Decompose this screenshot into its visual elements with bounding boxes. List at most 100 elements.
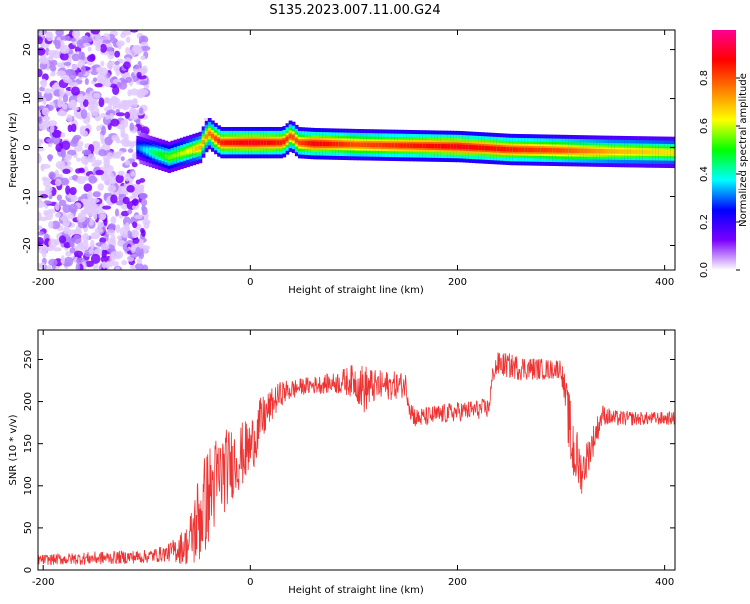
spectrogram-noise-cell xyxy=(92,77,98,82)
spectrogram-noise-cell xyxy=(84,78,89,86)
spectrogram-ridge-cell xyxy=(347,142,352,147)
spectrogram-noise-cell xyxy=(96,66,103,74)
spectrogram-noise-cell xyxy=(130,88,139,96)
spectrogram-ridge-cell xyxy=(571,148,576,153)
spectrogram-ridge-cell xyxy=(493,146,498,151)
spectrogram-noise-cell xyxy=(122,230,128,239)
spectrogram-noise-cell xyxy=(56,194,63,201)
spectrogram-ridge-cell xyxy=(183,150,187,155)
spectrogram-ridge-cell xyxy=(431,143,436,149)
spectrogram-noise-cell xyxy=(136,71,142,78)
spectrogram-noise-cell xyxy=(57,98,63,108)
spectrogram-ridge-cell xyxy=(549,148,554,153)
spectrogram-noise-cell xyxy=(107,223,116,231)
spectrogram-ridge-cell xyxy=(462,144,467,150)
spectrogram-ridge-cell xyxy=(291,135,296,140)
spectrogram-ridge-cell xyxy=(164,154,169,159)
spectrogram-noise-cell xyxy=(39,216,48,222)
spectrogram-ridge-cell xyxy=(307,141,312,146)
spectrogram-noise-cell xyxy=(92,262,99,270)
spectrogram-noise-cell xyxy=(77,242,84,251)
spectrogram-ridge-cell xyxy=(360,142,364,147)
spectrogram-noise-cell xyxy=(38,36,43,45)
spectrogram-ridge-cell xyxy=(565,148,569,153)
spectrogram-noise-cell xyxy=(54,169,59,178)
spectrogram-ridge-cell xyxy=(521,147,526,152)
spectrogram-noise-cell xyxy=(82,240,89,251)
spectrogram-noise-cell xyxy=(69,247,76,254)
snr-y-tick-label: 200 xyxy=(23,392,34,411)
spectrogram-noise-cell xyxy=(100,255,109,263)
spectrogram-ridge-cell xyxy=(335,141,339,147)
spectrogram-ridge-cell xyxy=(179,151,184,156)
spectrogram-noise-cell xyxy=(54,178,62,187)
spectrogram-noise-cell xyxy=(100,43,107,53)
spectrogram-noise-cell xyxy=(138,192,148,200)
spectrogram-ridge-cell xyxy=(478,145,482,150)
spectrogram-noise-cell xyxy=(82,232,90,243)
spectrogram-noise-cell xyxy=(40,163,51,169)
spectrogram-y-ticks: 20 10 0 -10 -20 xyxy=(22,43,675,254)
spectrogram-noise-cell xyxy=(117,239,125,247)
spectrogram-noise-cell xyxy=(80,198,90,204)
spectrogram-noise-cell xyxy=(47,154,53,162)
spectrogram-ridge-cell xyxy=(602,149,607,154)
snr-series-path xyxy=(38,352,675,566)
spectrogram-ridge-cell xyxy=(546,148,551,153)
spectrogram-noise-cell xyxy=(124,111,131,119)
spectrogram-noise-cell xyxy=(125,222,130,231)
spectrogram-x-tick-label: 200 xyxy=(448,277,467,288)
spectrogram-ridge-cell xyxy=(226,140,231,145)
spectrogram-noise-cell xyxy=(115,224,121,234)
spectrogram-ridge-cell xyxy=(223,140,228,145)
spectrogram-noise-cell xyxy=(71,30,81,39)
spectrogram-noise-cell xyxy=(55,160,66,170)
spectrogram-ridge-cell xyxy=(661,150,666,155)
spectrogram-ridge-cell xyxy=(422,143,426,149)
spectrogram-noise-cell xyxy=(64,256,74,267)
spectrogram-noise-cell xyxy=(55,143,64,153)
spectrogram-ridge-cell xyxy=(614,149,619,154)
colorbar-tick-label: 0.4 xyxy=(699,166,710,182)
spectrogram-noise-cell xyxy=(110,194,118,204)
spectrogram-ridge-cell xyxy=(279,140,284,145)
spectrogram-ridge-cell xyxy=(148,149,153,154)
spectrogram-noise-cell xyxy=(125,36,131,44)
colorbar-tick-label: 0.6 xyxy=(699,118,710,134)
spectrogram-noise-cell xyxy=(112,97,121,105)
spectrogram-ridge-cell xyxy=(161,153,165,158)
spectrogram-ridge-cell xyxy=(338,142,343,147)
spectrogram-ridge-cell xyxy=(518,147,523,152)
colorbar-tick-label: 0.0 xyxy=(699,262,710,278)
spectrogram-ridge-cell xyxy=(558,148,563,153)
spectrogram-noise-cell xyxy=(130,171,136,177)
spectrogram-noise-cell xyxy=(51,59,58,67)
spectrogram-ridge-cell xyxy=(459,144,464,149)
spectrogram-noise-cell xyxy=(133,64,140,70)
spectrogram-noise-cell xyxy=(90,239,95,250)
spectrogram-noise-cell xyxy=(83,202,91,208)
spectrogram-ridge-cell xyxy=(158,152,162,157)
spectrogram-ridge-cell xyxy=(471,145,476,150)
spectrogram-noise-cell xyxy=(82,99,89,107)
spectrogram-noise-cell xyxy=(115,266,121,270)
spectrogram-ridge-cell xyxy=(611,149,616,154)
snr-y-tick-label: 50 xyxy=(23,522,34,535)
spectrogram-ridge-cell xyxy=(192,147,197,152)
spectrogram-ridge xyxy=(136,118,675,174)
spectrogram-noise-cell xyxy=(86,95,92,101)
spectrogram-ridge-cell xyxy=(381,142,386,148)
spectrogram-noise-cell xyxy=(90,30,101,35)
spectrogram-ridge-cell xyxy=(499,146,504,152)
spectrogram-ridge-cell xyxy=(506,147,510,152)
spectrogram-noise-cell xyxy=(109,83,119,88)
spectrogram-noise-cell xyxy=(65,250,72,257)
spectrogram-noise-cell xyxy=(121,141,131,148)
spectrogram-noise-cell xyxy=(45,185,53,193)
spectrogram-noise-cell xyxy=(133,185,141,193)
spectrogram-noise-cell xyxy=(99,237,107,244)
spectrogram-noise-cell xyxy=(140,55,146,61)
colorbar-gradient xyxy=(712,30,736,270)
